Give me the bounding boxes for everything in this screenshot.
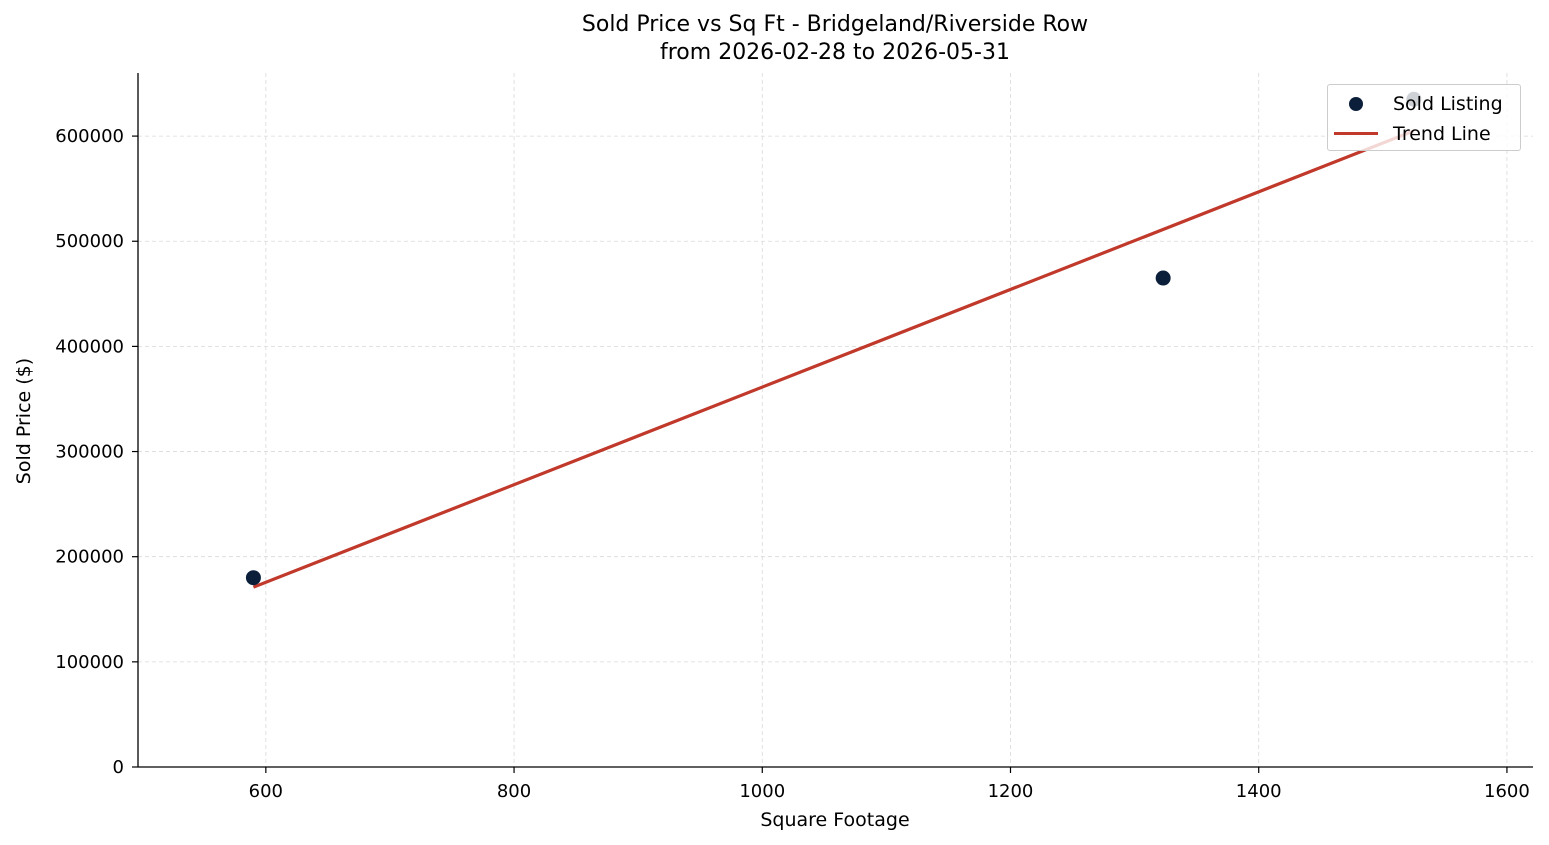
points-layer bbox=[245, 91, 1422, 586]
legend-label-trend-line: Trend Line bbox=[1393, 123, 1491, 145]
x-tick-label: 1400 bbox=[1236, 781, 1282, 802]
chart-title: Sold Price vs Sq Ft - Bridgeland/Riversi… bbox=[581, 12, 1089, 37]
trend-line bbox=[252, 129, 1415, 589]
legend-item-trend-line: Trend Line bbox=[1328, 121, 1520, 145]
y-tick-label: 200000 bbox=[55, 547, 124, 568]
trend-layer bbox=[252, 129, 1415, 589]
axes-layer bbox=[137, 73, 1533, 768]
x-tick-label: 1000 bbox=[739, 781, 785, 802]
data-point bbox=[1155, 270, 1171, 286]
legend: Sold Listing Trend Line bbox=[1327, 84, 1521, 151]
x-tick-label: 800 bbox=[497, 781, 531, 802]
data-point bbox=[245, 570, 261, 586]
legend-marker-sold-listing bbox=[1349, 97, 1363, 111]
x-axis-label: Square Footage bbox=[760, 809, 909, 831]
y-tick-label: 600000 bbox=[55, 126, 124, 147]
y-tick-label: 0 bbox=[113, 757, 124, 778]
y-tick-label: 500000 bbox=[55, 231, 124, 252]
ticks-layer: 600 800 1000 1200 1400 1600 0 100000 200000 30000… bbox=[55, 126, 1530, 802]
legend-label-sold-listing: Sold Listing bbox=[1393, 93, 1503, 115]
y-tick-label: 300000 bbox=[55, 442, 124, 463]
y-axis-label: Sold Price ($) bbox=[13, 358, 35, 484]
chart-subtitle: from 2026-02-28 to 2026-05-31 bbox=[660, 40, 1010, 65]
x-tick-label: 1600 bbox=[1484, 781, 1530, 802]
grid-layer bbox=[138, 73, 1533, 767]
x-tick-label: 1200 bbox=[988, 781, 1034, 802]
y-tick-label: 100000 bbox=[55, 652, 124, 673]
legend-marker-trend-line bbox=[1334, 132, 1378, 135]
legend-item-sold-listing: Sold Listing bbox=[1328, 91, 1520, 115]
y-tick-label: 400000 bbox=[55, 336, 124, 357]
x-tick-label: 600 bbox=[249, 781, 283, 802]
